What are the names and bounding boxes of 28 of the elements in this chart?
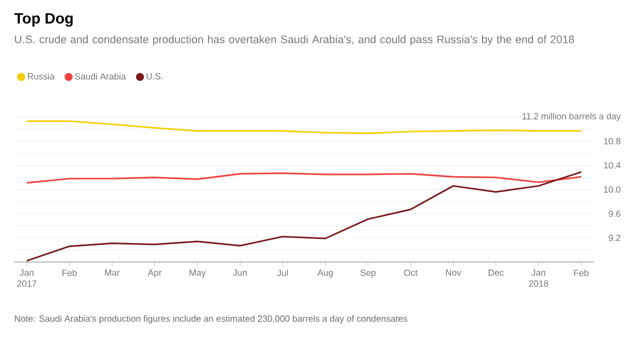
legend-label: Saudi Arabia [75,72,126,80]
x-tick-label: Jan 2017 [17,270,36,287]
y-tick-label: 11.2 million barrels a day [522,112,621,122]
line-series [26,172,582,184]
x-tick-label: Apr [148,270,162,278]
x-tick-label: Feb [62,270,77,276]
y-tick-label: 9.6 [608,210,620,217]
y-tick-label: 10.8 [604,138,620,144]
legend-label: U.S. [146,73,163,80]
y-tick-label: 10.4 [604,162,621,169]
x-tick-label: Jan 2018 [529,270,548,287]
x-tick-label: May [190,270,206,278]
text: Note: Saudi Arabia's production figures include an estimated 230,000 barrels a day of condensates [14,315,408,324]
chart-subtitle: U.S. crude and condensate production has overtaken Saudi Arabia's, and could pass Russia's by the end of 2018 [15,35,574,46]
y-tick-label: 10.0 [604,186,620,193]
x-tick-label: Feb [574,270,589,276]
y-tick-label: 9.2 [608,234,620,242]
x-tick-label: Sep [360,270,376,278]
legend-label: Russia [28,72,55,80]
x-tick-label: Nov [446,270,462,276]
x-tick-label: Mar [105,270,120,276]
chart-title: Top Dog [14,13,73,27]
x-tick-label: Jul [277,270,288,276]
x-tick-label: Aug [317,270,333,278]
line-series [26,171,582,262]
x-tick-label: Jun [232,270,247,276]
x-tick-label: Dec [488,270,504,276]
x-tick-label: Oct [404,270,418,276]
